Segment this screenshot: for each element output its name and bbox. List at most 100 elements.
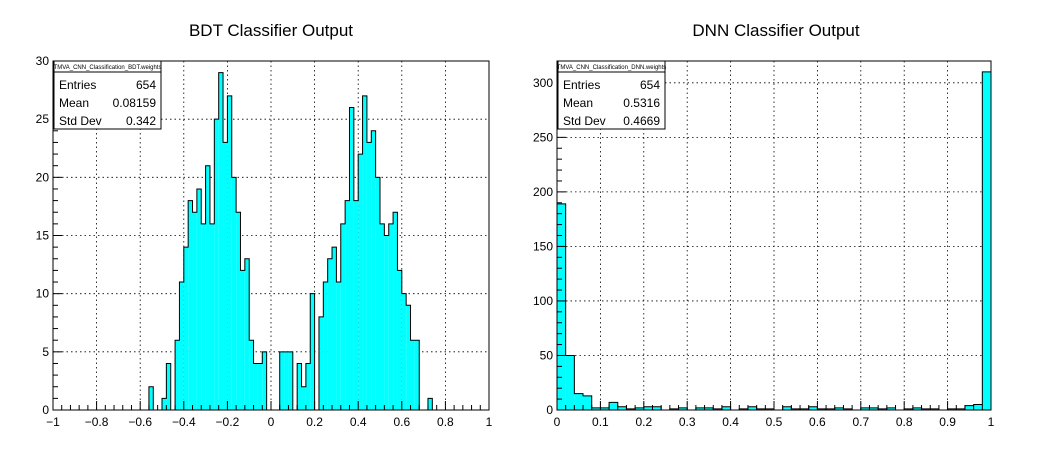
dnn-histogram-bin: [574, 393, 584, 410]
dnn-histogram-bin: [557, 203, 566, 410]
bdt-y-tick-label: 20: [36, 170, 50, 184]
dnn-stats-box: TMVA_CNN_Classification_DNN.weights Entri…: [557, 60, 667, 130]
dnn-x-tick-label: 0.6: [809, 415, 826, 429]
bdt-histogram-bin: [384, 235, 389, 410]
bdt-histogram-bin: [380, 223, 385, 410]
dnn-x-tick-label: 1: [988, 415, 995, 429]
bdt-histogram-bin: [345, 200, 350, 410]
bdt-histogram-bin: [310, 293, 315, 410]
bdt-y-tick-label: 5: [42, 345, 49, 359]
bdt-histogram-bin: [327, 258, 333, 410]
bdt-histogram-bin: [179, 282, 184, 410]
dnn-histogram-bin: [878, 408, 887, 410]
bdt-histogram-bin: [305, 363, 311, 410]
dnn-histogram-bin: [756, 408, 766, 410]
dnn-histogram-bin: [834, 407, 844, 410]
bdt-stats-value: 654: [136, 78, 156, 92]
bdt-histogram-bin: [406, 305, 411, 410]
bdt-histogram-bin: [209, 223, 215, 410]
bdt-histogram-bin: [253, 363, 258, 410]
bdt-x-tick-label: 0.8: [437, 415, 454, 429]
bdt-stats-name: TMVA_CNN_Classification_BDT.weights: [54, 65, 162, 71]
dnn-stats-value: 0.4669: [623, 114, 660, 128]
bdt-histogram-bin: [223, 142, 228, 410]
bdt-histogram-bin: [323, 282, 328, 410]
dnn-histogram-bin: [964, 405, 974, 410]
dnn-stats-value: 0.5316: [623, 96, 660, 110]
bdt-histogram-bin: [397, 270, 402, 410]
bdt-histogram-bin: [332, 247, 337, 410]
bdt-histogram-bin: [183, 247, 189, 410]
bdt-y-tick-label: 10: [36, 287, 50, 301]
dnn-histogram-bin: [721, 406, 731, 410]
bdt-histogram-bin: [249, 340, 254, 410]
bdt-chart-title: BDT Classifier Output: [189, 21, 353, 40]
dnn-histogram-bin: [643, 406, 653, 410]
bdt-histogram-bin: [288, 351, 293, 410]
bdt-stats-value: 0.342: [126, 114, 156, 128]
dnn-stats-name: TMVA_CNN_Classification_DNN.weights: [557, 65, 667, 71]
dnn-stats-value: 654: [640, 78, 660, 92]
bdt-histogram-bin: [214, 119, 219, 411]
bdt-histogram-bin: [388, 223, 394, 410]
dnn-histogram-bin: [747, 406, 757, 410]
dnn-histogram-bin: [808, 406, 818, 410]
dnn-histogram-bin: [739, 408, 748, 410]
dnn-stats-label: Mean: [563, 96, 593, 110]
dnn-x-tick-label: 0.2: [635, 415, 652, 429]
bdt-histogram-bin: [414, 340, 420, 410]
bdt-y-tick-label: 30: [36, 54, 50, 68]
dnn-histogram-bin: [912, 407, 922, 410]
dnn-histogram-bin: [591, 407, 601, 410]
bdt-histogram-bin: [201, 223, 206, 410]
dnn-y-tick-label: 200: [533, 185, 553, 199]
bdt-histogram-bin: [284, 351, 289, 410]
dnn-chart-title: DNN Classifier Output: [692, 21, 859, 40]
dnn-x-tick-label: 0.9: [939, 415, 956, 429]
dnn-histogram-bin: [843, 408, 853, 410]
dnn-histogram-bin: [904, 408, 913, 410]
dnn-histogram-bin: [626, 408, 636, 410]
dnn-histogram-bin: [782, 406, 792, 410]
bdt-histogram-bin: [427, 398, 433, 410]
bdt-histogram-bin: [362, 95, 367, 411]
bdt-histogram-bin: [410, 340, 415, 410]
dnn-histogram-bin: [669, 408, 679, 410]
bdt-histogram-bin: [393, 212, 398, 410]
bdt-histogram-bin: [188, 200, 193, 410]
bdt-histogram-bin: [205, 165, 210, 410]
bdt-histogram-bin: [358, 154, 363, 410]
dnn-histogram-bin: [617, 406, 627, 410]
bdt-histogram-bin: [192, 212, 197, 410]
bdt-histogram-bin: [353, 200, 359, 410]
bdt-x-tick-label: 0: [268, 415, 275, 429]
bdt-histogram-bin: [218, 72, 224, 410]
dnn-x-tick-label: 0.4: [722, 415, 739, 429]
dnn-x-tick-label: 0.1: [592, 415, 609, 429]
dnn-histogram-panel: DNN Classifier Output 0 0.1 0.2 0.3 0.4 0.5 0.6…: [533, 21, 995, 429]
bdt-histogram-bin: [371, 130, 376, 411]
bdt-histogram-bin: [279, 351, 285, 410]
dnn-histogram-bin: [635, 407, 644, 410]
bdt-histogram-bin: [196, 188, 202, 410]
bdt-histogram-bin: [375, 177, 380, 410]
dnn-histogram-bin: [583, 395, 592, 410]
bdt-histogram-bin: [162, 398, 167, 410]
dnn-y-tick-label: 0: [546, 403, 553, 417]
dnn-y-tick-label: 50: [540, 348, 554, 362]
bdt-x-tick-label: −1: [46, 415, 60, 429]
bdt-histogram-bin: [175, 340, 180, 410]
dnn-histogram-bin: [921, 408, 931, 410]
dnn-stats-label: Entries: [563, 78, 600, 92]
bdt-histogram-bin: [340, 223, 346, 410]
bdt-x-tick-label: −0.6: [128, 415, 152, 429]
dnn-x-tick-label: 0.8: [896, 415, 913, 429]
dnn-stats-label: Std Dev: [563, 114, 606, 128]
dnn-histogram-bin: [600, 407, 610, 410]
bdt-stats-label: Entries: [59, 78, 96, 92]
bdt-histogram-bin: [301, 386, 306, 410]
dnn-x-tick-label: 0.7: [852, 415, 869, 429]
dnn-histogram-bin: [956, 408, 965, 410]
bdt-x-tick-label: 0.6: [393, 415, 410, 429]
dnn-histogram-bin: [947, 408, 957, 410]
